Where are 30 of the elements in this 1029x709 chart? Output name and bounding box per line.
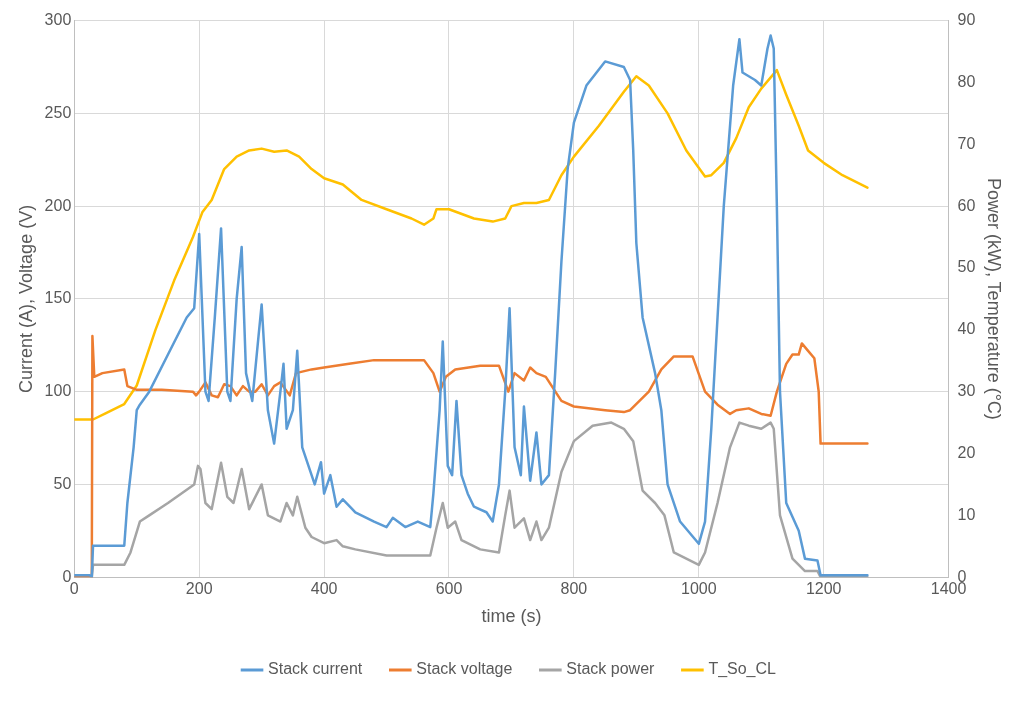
y-tick-label: 200 bbox=[44, 196, 72, 214]
y2-tick-label: 60 bbox=[957, 196, 976, 214]
y2-tick-label: 30 bbox=[957, 382, 976, 400]
y2-tick-label: 80 bbox=[957, 72, 976, 90]
y-tick-label: 250 bbox=[44, 103, 72, 121]
y2-tick-label: 40 bbox=[957, 320, 976, 338]
y-tick-label: 100 bbox=[44, 382, 72, 400]
legend-label: Stack current bbox=[268, 660, 363, 678]
y-tick-label: 150 bbox=[44, 289, 72, 307]
legend-label: Stack power bbox=[566, 660, 656, 678]
y-tick-label: 0 bbox=[62, 567, 72, 585]
x-tick-label: 800 bbox=[560, 580, 588, 598]
x-axis-title: time (s) bbox=[481, 606, 542, 627]
y2-tick-label: 70 bbox=[957, 134, 976, 152]
x-tick-label: 1400 bbox=[930, 580, 967, 598]
x-tick-label: 400 bbox=[310, 580, 338, 598]
y2-tick-label: 20 bbox=[957, 443, 976, 461]
x-tick-label: 1200 bbox=[805, 580, 842, 598]
y-tick-label: 300 bbox=[44, 11, 72, 29]
legend-label: T_So_CL bbox=[708, 660, 777, 679]
y2-axis-title: Power (kW), Temperature (°C) bbox=[984, 177, 1005, 420]
y-tick-label: 50 bbox=[53, 474, 72, 492]
y2-tick-label: 90 bbox=[957, 11, 976, 29]
x-tick-label: 1000 bbox=[681, 580, 717, 598]
y-axis-title: Current (A), Voltage (V) bbox=[15, 204, 36, 393]
y2-tick-label: 50 bbox=[957, 258, 976, 276]
x-tick-label: 600 bbox=[435, 580, 463, 598]
x-tick-label: 200 bbox=[185, 580, 213, 598]
y2-tick-label: 10 bbox=[957, 505, 976, 523]
legend-label: Stack voltage bbox=[416, 660, 513, 678]
